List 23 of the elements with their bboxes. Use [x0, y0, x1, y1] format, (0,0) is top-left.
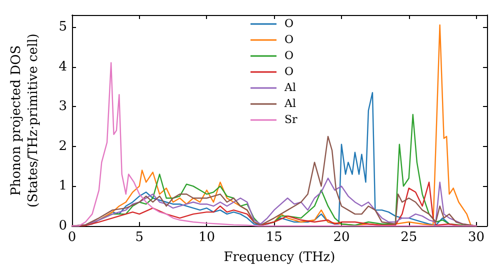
y-tick-label: 2	[58, 138, 67, 154]
legend-label: Al	[284, 97, 296, 110]
line-series	[71, 62, 477, 227]
x-tick-label: 25	[400, 230, 418, 245]
legend-label: O	[284, 33, 294, 46]
legend-label: O	[284, 49, 294, 62]
x-tick-label: 15	[266, 230, 282, 245]
y-tick-label: 3	[58, 99, 67, 114]
x-tick-label: 30	[468, 230, 484, 245]
y-axis-title: Phonon projected DOS (States/THz·primitive cell)	[9, 33, 41, 208]
x-axis-title: Frequency (THz)	[224, 250, 336, 265]
y-tick-label: 5	[58, 19, 67, 34]
x-tick-label: 20	[333, 230, 350, 245]
x-tick-label: 10	[198, 230, 216, 245]
legend-label: O	[284, 17, 294, 30]
legend-label: Al	[284, 81, 296, 94]
y-tick-label: 4	[58, 59, 67, 74]
legend-label: O	[284, 65, 294, 78]
line-series	[71, 136, 477, 227]
x-tick-label: 5	[135, 230, 144, 245]
y-tick-label: 1	[58, 178, 67, 194]
y-tick-label: 0	[58, 218, 67, 234]
legend-label: Sr	[284, 113, 298, 126]
